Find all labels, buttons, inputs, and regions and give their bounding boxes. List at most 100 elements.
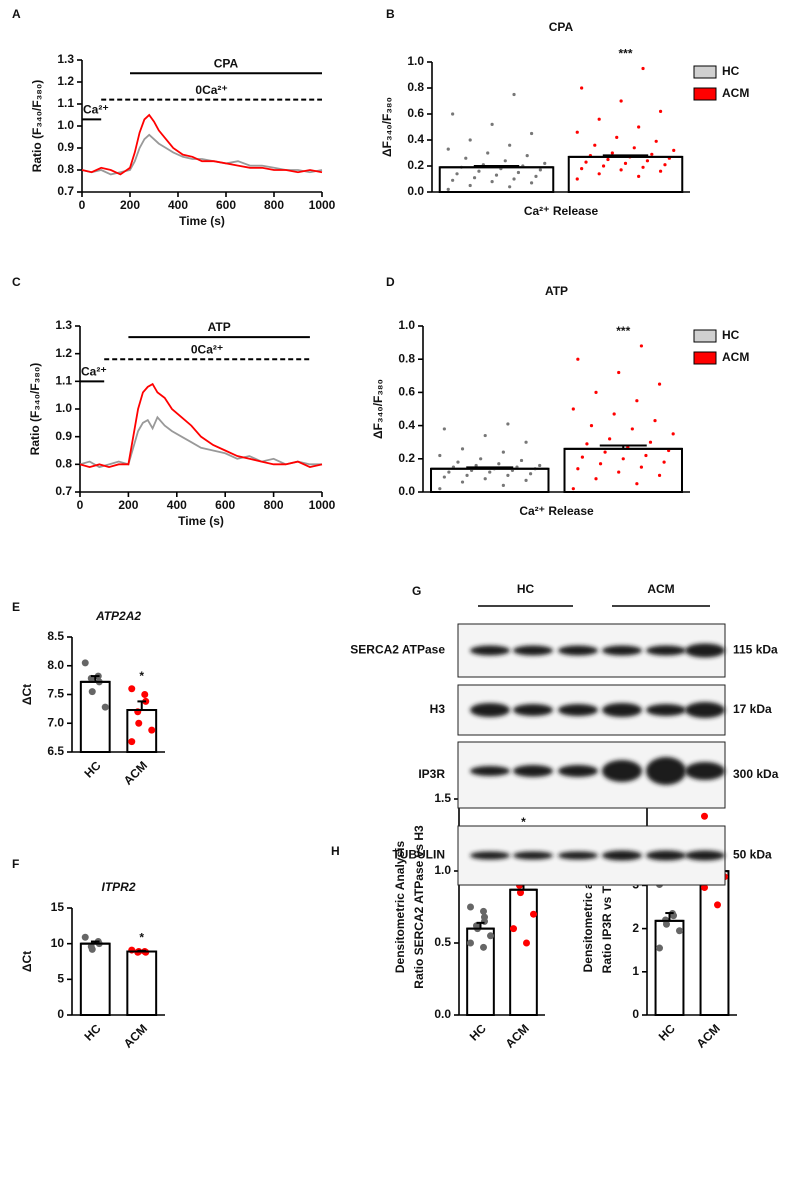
data-point [438, 487, 442, 491]
data-point [615, 135, 619, 139]
data-point [644, 453, 648, 458]
data-point [451, 178, 455, 182]
data-point [619, 99, 623, 103]
x-tick-label: 800 [264, 198, 284, 212]
size-label: 50 kDa [733, 848, 772, 862]
y-tick-label: 1.5 [434, 791, 451, 805]
data-point [455, 172, 459, 176]
y-axis-label: ΔCt [20, 684, 34, 705]
band [646, 757, 686, 785]
data-point [524, 478, 528, 482]
panel-letter: E [12, 600, 20, 614]
x-tick-label: HC [467, 1021, 489, 1043]
data-point [468, 138, 472, 142]
data-point [653, 419, 657, 423]
data-point [517, 889, 524, 897]
data-point [490, 122, 494, 126]
data-point [538, 168, 542, 172]
data-point [512, 177, 516, 181]
band [646, 645, 686, 656]
y-axis-label: ΔF₃₄₀/F₃₈₀ [371, 379, 385, 439]
band [685, 702, 725, 718]
data-point [465, 473, 469, 477]
y-tick-label: 2 [632, 921, 639, 935]
data-point [446, 187, 450, 191]
band [513, 704, 553, 716]
band [558, 704, 598, 716]
chart-title: ATP [545, 284, 568, 298]
data-point [438, 453, 442, 458]
data-point [612, 412, 616, 416]
band [602, 703, 642, 717]
trace [81, 113, 323, 176]
y-tick-label: 7.0 [47, 715, 64, 729]
panel-letter: D [386, 275, 395, 289]
data-point [506, 473, 510, 477]
x-tick-label: 200 [120, 198, 140, 212]
data-point [468, 183, 472, 188]
y-tick-label: 15 [51, 900, 65, 914]
data-point [481, 917, 488, 925]
protein-label: IP3R [418, 767, 445, 781]
protein-label: SERCA2 ATPase [350, 643, 445, 657]
chart-title: ITPR2 [101, 880, 135, 894]
data-point [617, 370, 621, 375]
x-tick-label: ACM [121, 1021, 150, 1050]
y-axis-label: Ratio (F₃₄₀/F₃₈₀) [30, 80, 44, 173]
data-point [128, 738, 136, 746]
band [558, 765, 598, 777]
data-point [672, 148, 676, 152]
data-point [128, 946, 136, 954]
data-point [81, 659, 89, 667]
data-point [141, 691, 149, 698]
group-label: HC [517, 582, 535, 596]
band [470, 851, 510, 860]
x-tick-label: 400 [168, 198, 188, 212]
data-point [467, 903, 474, 911]
x-axis-label: Time (s) [178, 514, 224, 528]
trace [79, 382, 323, 469]
y-tick-label: 0.0 [434, 1007, 451, 1021]
y-tick-label: 0.8 [398, 351, 415, 365]
y-tick-label: 0.2 [398, 451, 415, 465]
y-tick-label: 1.1 [55, 374, 72, 388]
x-tick-label: 1000 [309, 498, 336, 512]
data-point [639, 344, 644, 348]
y-axis-label: Ratio SERCA2 ATPase vs H3 [412, 825, 426, 989]
data-point [460, 480, 465, 484]
chart-title: CPA [549, 20, 574, 34]
y-tick-label: 1.0 [407, 54, 424, 68]
legend-swatch [693, 87, 717, 101]
significance: * [521, 815, 526, 829]
band [470, 703, 510, 717]
x-tick-label: HC [81, 758, 103, 780]
y-tick-label: 0.5 [434, 935, 451, 949]
data-point [456, 460, 460, 464]
x-axis-label: Ca²⁺ Release [519, 504, 594, 518]
x-tick-label: ACM [121, 758, 150, 787]
data-point [603, 450, 607, 454]
data-point [534, 174, 538, 178]
data-point [676, 927, 683, 935]
bar [438, 166, 555, 194]
panel-letter: G [412, 584, 421, 598]
legend-label: HC [722, 64, 740, 78]
data-point [606, 157, 610, 162]
data-point [594, 477, 598, 481]
y-axis-label: Ratio (F₃₄₀/F₃₈₀) [28, 363, 42, 456]
data-point [571, 407, 575, 411]
bar [699, 870, 730, 1016]
data-point [635, 399, 639, 403]
treatment-label: Ca²⁺ [81, 365, 107, 379]
data-point [508, 185, 512, 189]
bar [563, 447, 683, 493]
panel-letter: A [12, 7, 21, 21]
data-point [580, 455, 584, 459]
x-tick-label: 0 [79, 198, 86, 212]
x-tick-label: 800 [264, 498, 284, 512]
data-point [635, 482, 639, 486]
data-point [480, 907, 487, 915]
data-point [135, 719, 143, 727]
data-point [451, 112, 455, 116]
y-tick-label: 1.3 [57, 52, 74, 66]
